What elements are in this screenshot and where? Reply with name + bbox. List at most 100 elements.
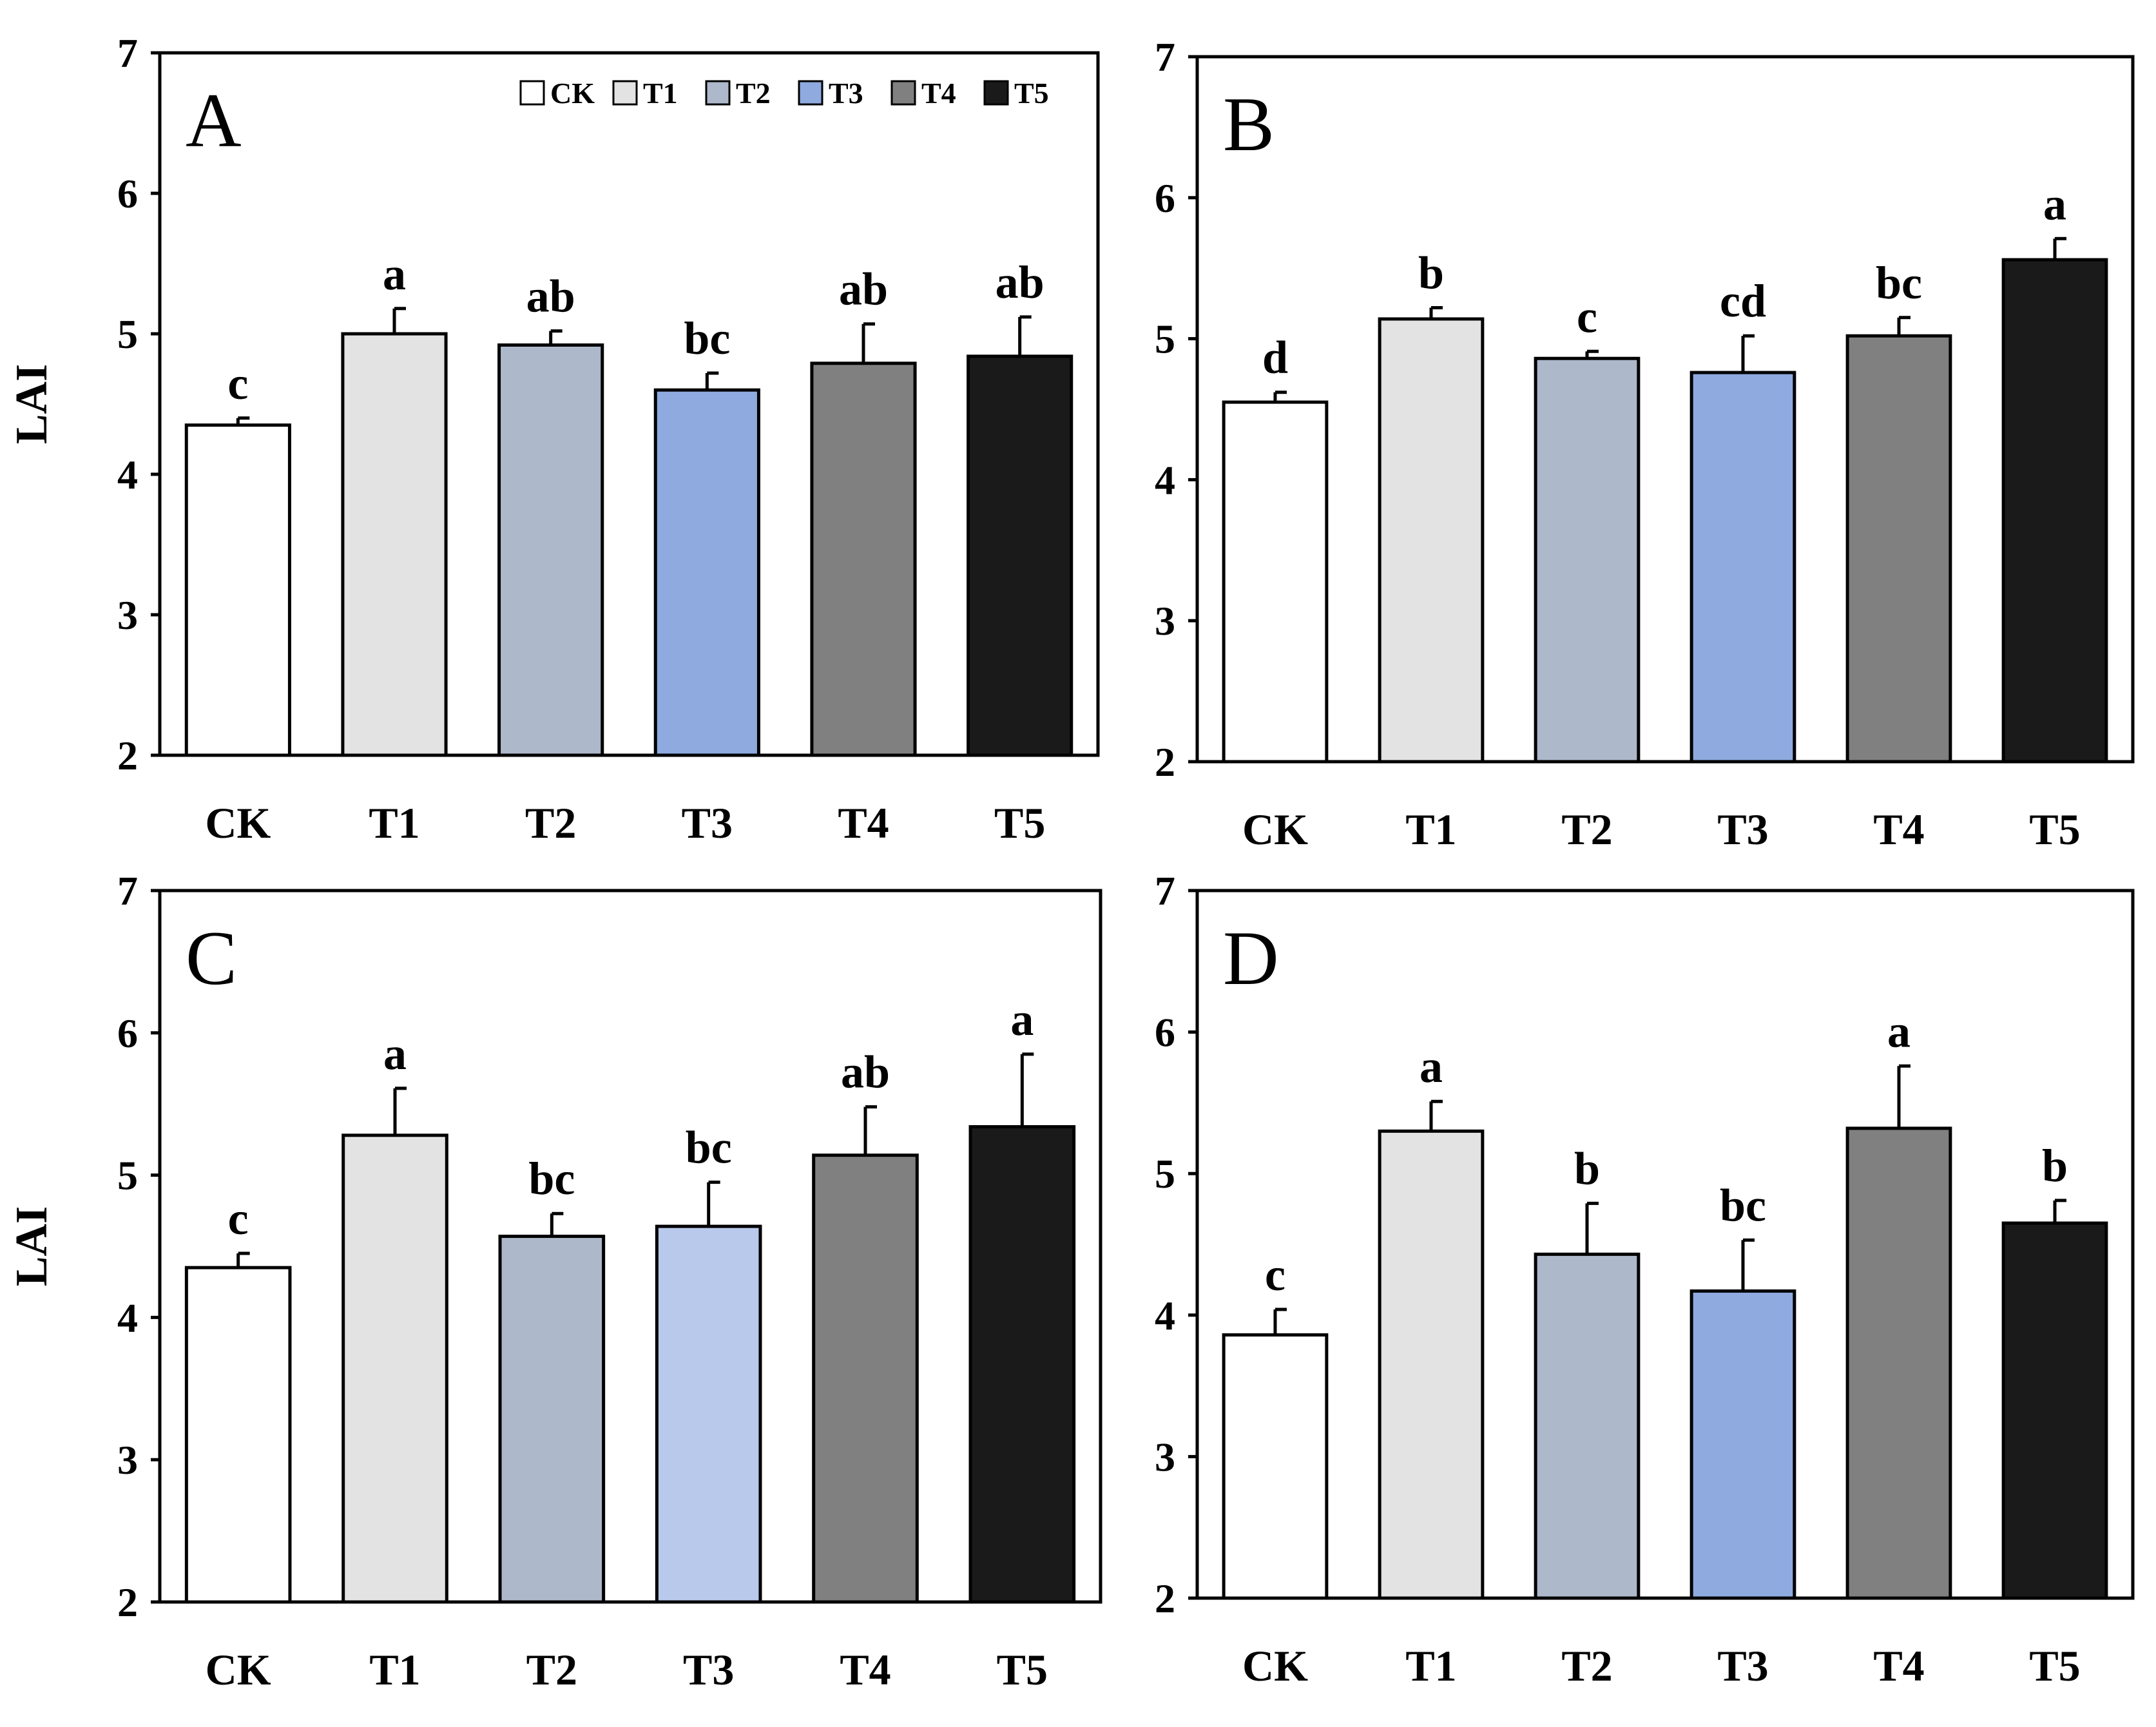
- y-tick-label: 2: [117, 1579, 138, 1625]
- y-tick-label: 4: [117, 452, 138, 497]
- x-tick-label: T3: [682, 798, 733, 847]
- y-tick-label: 5: [1155, 316, 1175, 362]
- x-tick-label: T2: [525, 798, 576, 847]
- bar-t3: [1689, 371, 1796, 764]
- y-tick-label: 3: [1155, 1434, 1175, 1480]
- bar-t2: [497, 343, 604, 757]
- significance-label: a: [383, 248, 406, 300]
- legend-swatch-t5: [983, 80, 1009, 106]
- panel-b: 2 3 4 5 6 7 Bd CK b T1 c T2 cd T3 bc T4 a T5: [1155, 34, 2135, 854]
- y-tick-label: 7: [117, 868, 138, 914]
- y-tick-label: 3: [117, 592, 138, 638]
- significance-label: ab: [996, 256, 1044, 308]
- x-tick-label: T2: [1561, 1641, 1612, 1690]
- bar-t2: [1534, 1252, 1641, 1600]
- bar-ck: [1222, 1333, 1329, 1600]
- y-axis-title: LAI: [7, 364, 57, 444]
- x-tick-label: T4: [1873, 805, 1924, 854]
- x-tick-label: CK: [205, 798, 271, 847]
- bar-t5: [2001, 258, 2108, 764]
- bar-t1: [342, 1134, 448, 1604]
- legend-label: T2: [736, 77, 771, 110]
- bar-t1: [1378, 1129, 1485, 1600]
- significance-label: b: [1418, 247, 1444, 298]
- bar-ck: [184, 1266, 292, 1604]
- significance-label: bc: [1876, 257, 1922, 309]
- bar-t4: [1845, 334, 1952, 764]
- y-tick-label: 3: [1155, 598, 1175, 644]
- y-tick-label: 7: [1155, 868, 1175, 914]
- x-tick-label: CK: [1242, 1641, 1308, 1690]
- bar-t4: [1845, 1126, 1952, 1600]
- bar-t1: [341, 332, 448, 757]
- y-tick-label: 6: [117, 171, 138, 217]
- x-tick-label: T1: [369, 1645, 420, 1694]
- significance-label: c: [228, 1193, 249, 1244]
- x-tick-label: T3: [1717, 1641, 1768, 1690]
- x-tick-label: T4: [1873, 1641, 1924, 1690]
- significance-label: c: [227, 358, 248, 409]
- plot-frame: [158, 889, 1102, 1604]
- significance-label: ab: [839, 264, 888, 315]
- significance-label: bc: [684, 313, 730, 364]
- y-tick-label: 6: [1155, 175, 1175, 221]
- y-tick-label: 5: [117, 1153, 138, 1199]
- panel-label: A: [186, 77, 242, 163]
- x-tick-label: T5: [2029, 1641, 2080, 1690]
- significance-label: b: [1574, 1143, 1600, 1194]
- panel-a: 2 3 4 5 6 7 LAI Ac CK a T1 ab T2 bc T3 ab T4 ab T5 CK T1 T2 T3…: [7, 30, 1100, 847]
- x-tick-label: T5: [2029, 805, 2080, 854]
- significance-label: a: [1887, 1005, 1911, 1057]
- legend-swatch-t1: [612, 80, 638, 106]
- y-tick-label: 7: [117, 30, 138, 76]
- x-tick-label: T4: [840, 1645, 890, 1694]
- bar-t2: [1534, 356, 1641, 764]
- x-tick-label: T2: [1561, 805, 1612, 854]
- x-tick-label: T3: [1717, 805, 1768, 854]
- y-tick-label: 2: [117, 733, 138, 778]
- y-tick-label: 4: [1155, 1293, 1175, 1338]
- y-tick-label: 6: [1155, 1010, 1175, 1056]
- x-tick-label: T2: [526, 1645, 577, 1694]
- panel-label: C: [186, 915, 237, 1001]
- y-tick-label: 7: [1155, 34, 1175, 80]
- bar-ck: [1222, 400, 1329, 764]
- significance-label: c: [1265, 1249, 1285, 1300]
- legend-swatch-t3: [798, 80, 823, 106]
- y-tick-label: 5: [117, 311, 138, 357]
- bar-t5: [968, 1125, 1076, 1604]
- legend-swatch-ck: [519, 80, 545, 106]
- bar-ck: [184, 423, 291, 757]
- legend-label: T5: [1014, 77, 1049, 110]
- x-tick-label: T1: [1405, 805, 1456, 854]
- significance-label: a: [1010, 994, 1034, 1045]
- bar-t4: [812, 1153, 919, 1604]
- legend-label: CK: [550, 77, 595, 110]
- x-tick-label: T1: [369, 798, 419, 847]
- x-tick-label: T4: [838, 798, 889, 847]
- y-tick-label: 6: [117, 1010, 138, 1056]
- plot-frame: [1195, 55, 2135, 764]
- panel-d: 2 3 4 5 6 7 Dc CK a T1 b T2 bc T3 a T4 b T5: [1155, 868, 2135, 1690]
- legend: CK T1 T2 T3 T4 T5: [519, 77, 1049, 110]
- plot-frame: [1195, 889, 2135, 1600]
- x-tick-label: CK: [206, 1645, 271, 1694]
- bar-t1: [1378, 317, 1485, 764]
- significance-label: ab: [841, 1047, 890, 1098]
- bar-t2: [498, 1235, 606, 1604]
- significance-label: cd: [1720, 275, 1766, 327]
- plot-frame: [158, 51, 1100, 757]
- legend-label: T4: [921, 77, 956, 110]
- panel-label: D: [1223, 915, 1279, 1001]
- x-tick-label: T5: [994, 798, 1045, 847]
- legend-swatch-t4: [890, 80, 916, 106]
- bar-t5: [967, 354, 1073, 757]
- legend-swatch-t2: [705, 80, 731, 106]
- significance-label: a: [2043, 178, 2066, 229]
- bar-t5: [2001, 1221, 2108, 1600]
- bar-t3: [655, 1224, 762, 1604]
- y-tick-label: 3: [117, 1437, 138, 1483]
- legend-label: T1: [643, 77, 678, 110]
- bar-t3: [1689, 1289, 1796, 1600]
- significance-label: d: [1262, 332, 1288, 383]
